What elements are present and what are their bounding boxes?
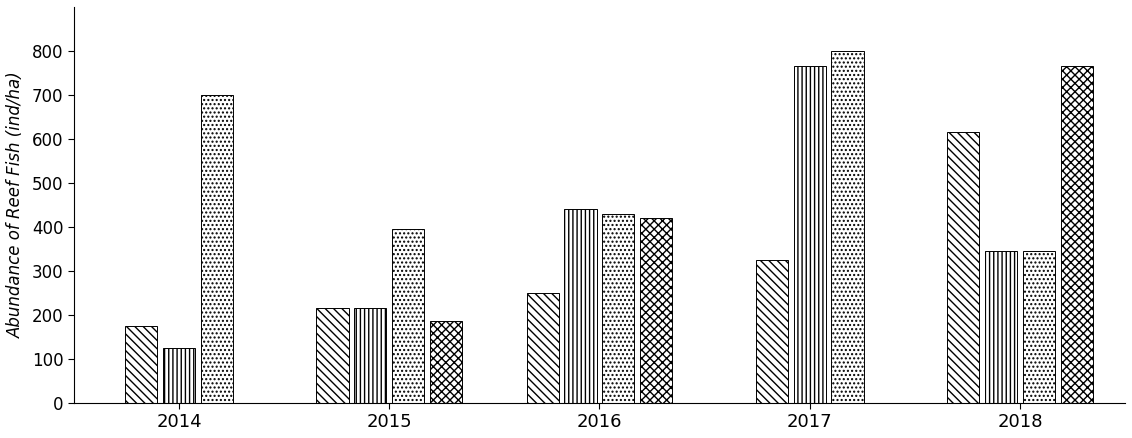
Bar (985, 251, 1018, 403)
Bar (641, 218, 672, 403)
Bar (1061, 66, 1092, 403)
Bar (602, 214, 635, 403)
Bar (756, 260, 788, 403)
Bar (565, 209, 597, 403)
Y-axis label: Abundance of Reef Fish (ind/ha): Abundance of Reef Fish (ind/ha) (7, 71, 25, 338)
Bar (354, 308, 386, 403)
Bar (526, 293, 559, 403)
Bar (200, 95, 233, 403)
Bar (794, 66, 826, 403)
Bar (163, 348, 195, 403)
Bar (392, 229, 424, 403)
Bar (832, 51, 864, 403)
Bar (317, 308, 349, 403)
Bar (1023, 251, 1055, 403)
Bar (430, 321, 462, 403)
Bar (947, 132, 979, 403)
Bar (126, 326, 157, 403)
